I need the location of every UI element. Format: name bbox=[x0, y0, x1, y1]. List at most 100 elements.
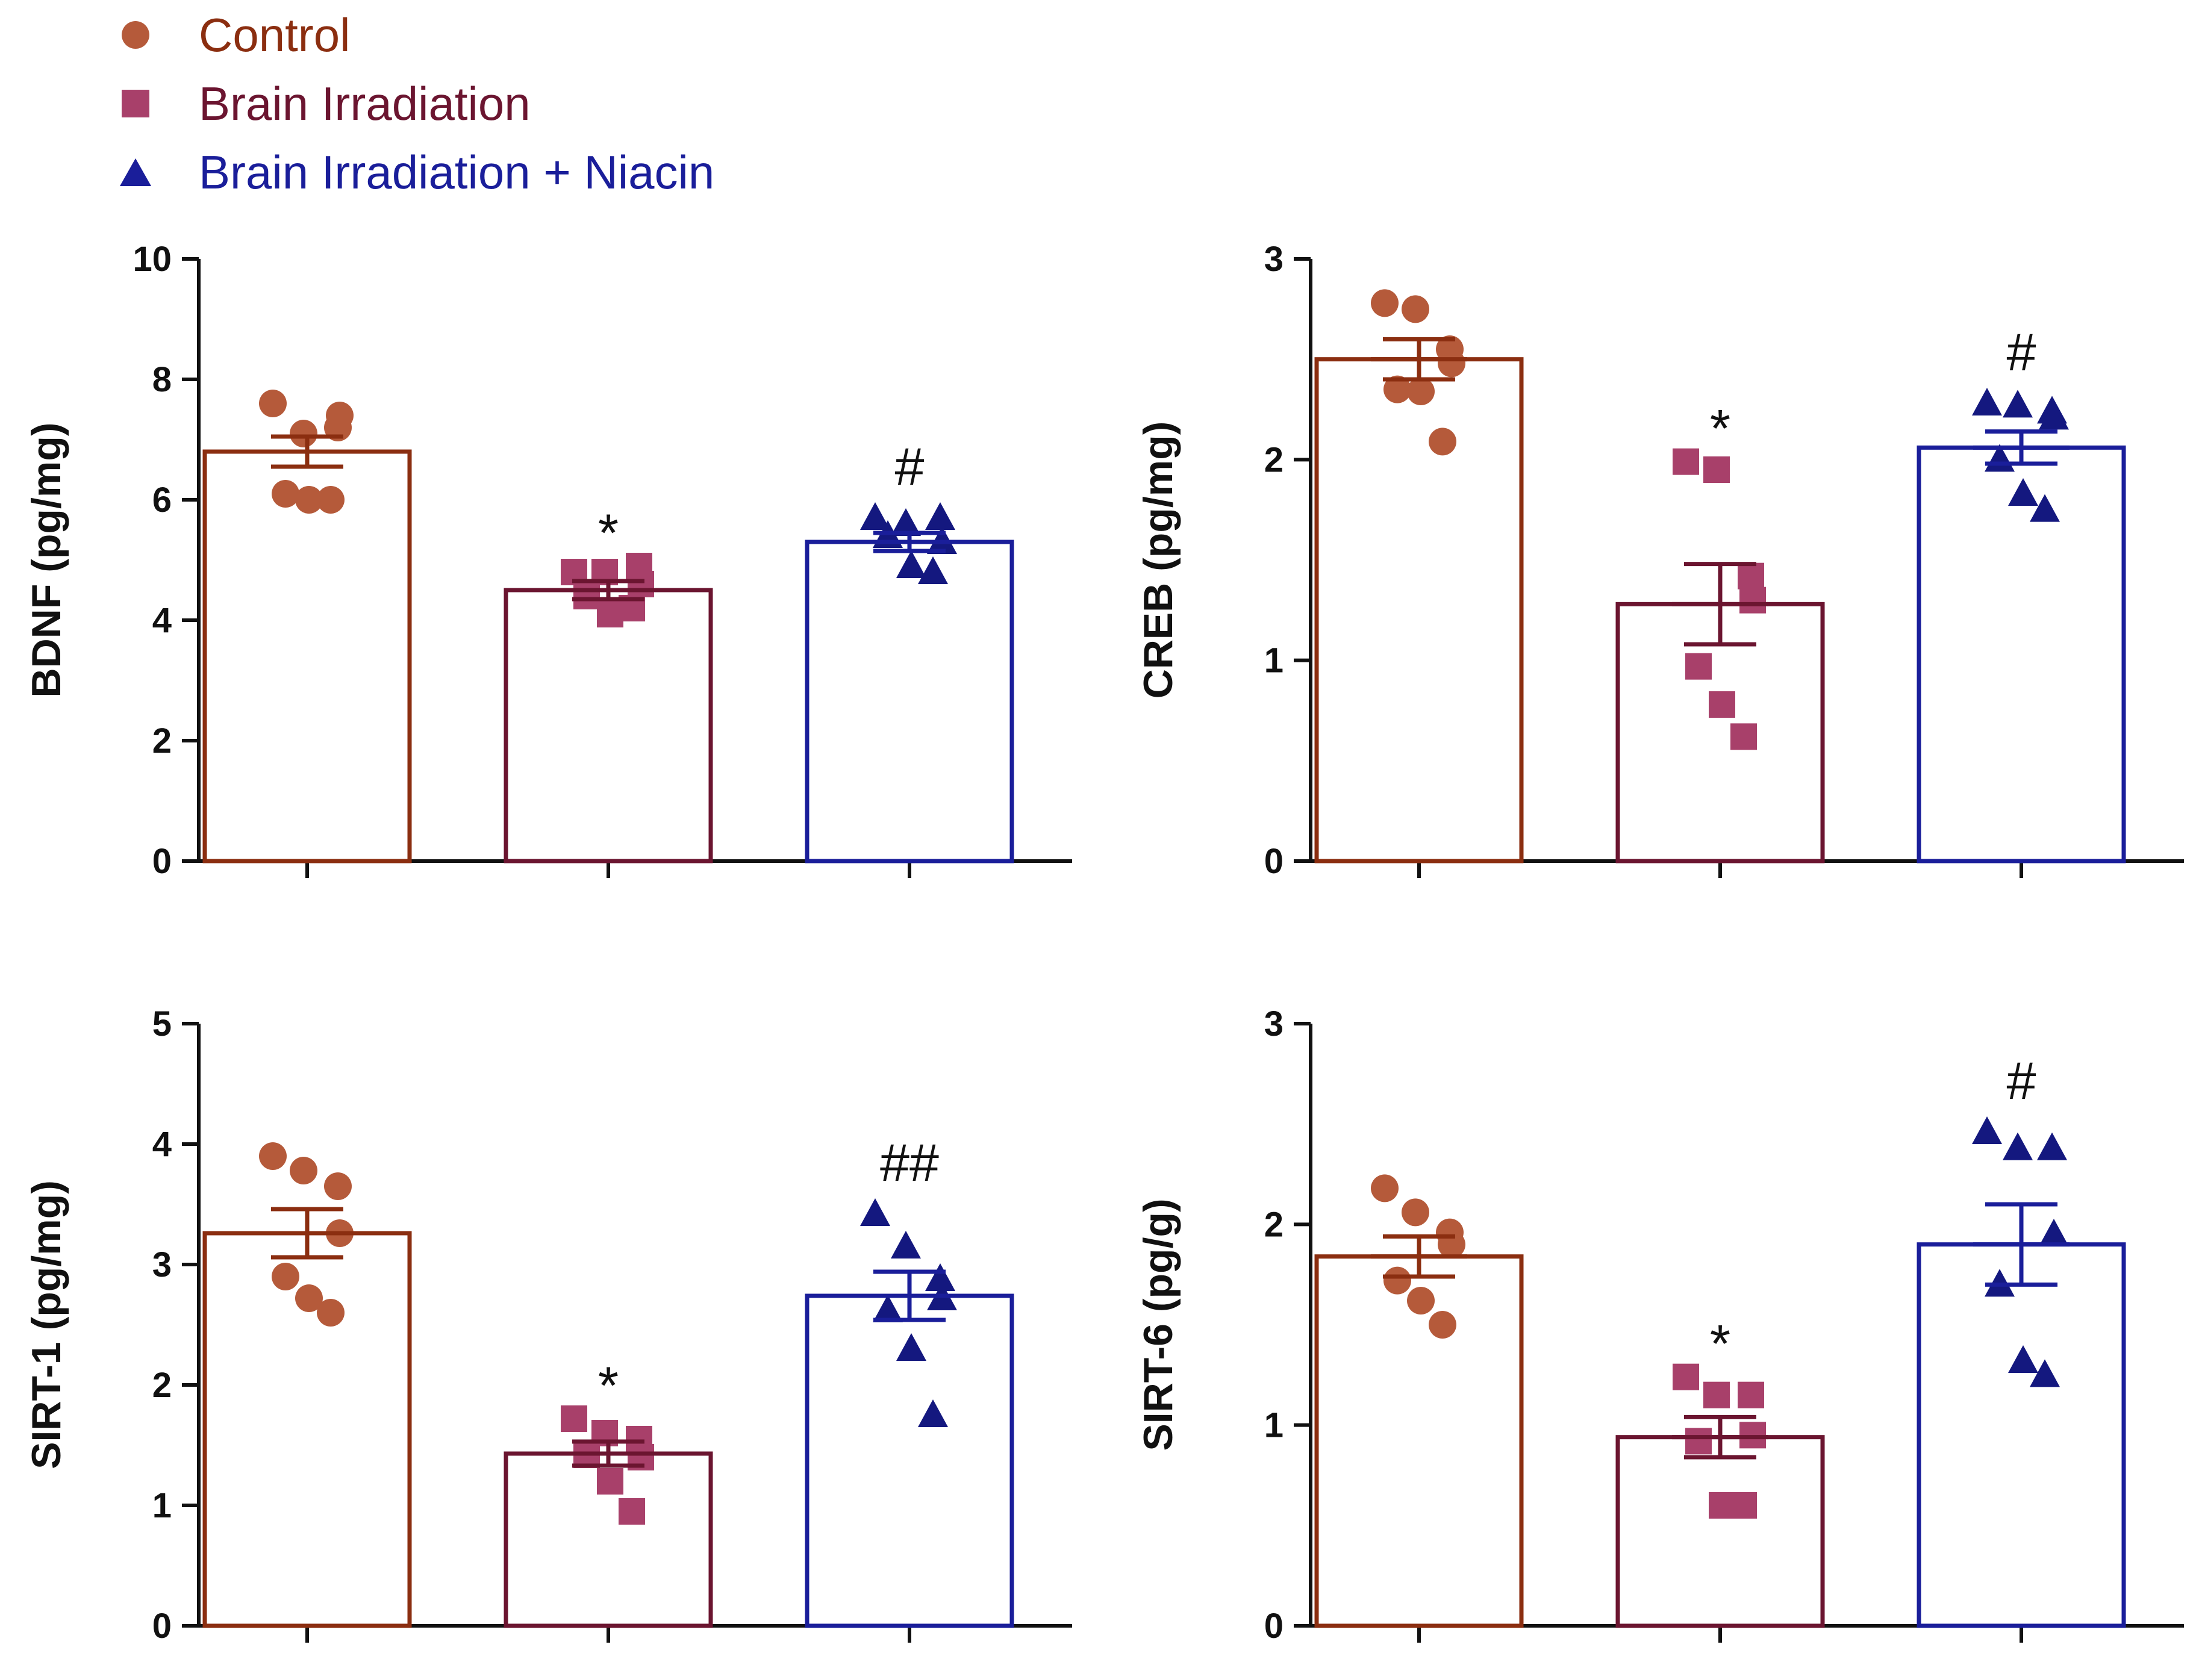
data-point bbox=[891, 1231, 921, 1258]
data-point bbox=[1739, 586, 1766, 614]
y-tick-label: 0 bbox=[152, 842, 172, 881]
chart-bdnf: 0 2 4 6 8 10 BDNF (pg/mg) * # bbox=[23, 240, 1072, 881]
data-point bbox=[873, 1295, 903, 1322]
data-point bbox=[290, 420, 317, 447]
bar bbox=[504, 588, 713, 863]
significance-label: # bbox=[2007, 322, 2036, 382]
data-point bbox=[1673, 448, 1699, 475]
y-tick-label: 2 bbox=[1264, 440, 1284, 479]
bar bbox=[1917, 445, 2126, 863]
y-tick-label: 1 bbox=[152, 1486, 172, 1525]
circle-marker-icon bbox=[114, 14, 157, 56]
legend-item-control: Control bbox=[114, 5, 350, 65]
y-tick-label: 5 bbox=[152, 1004, 172, 1044]
legend-item-brain-irradiation: Brain Irradiation bbox=[114, 73, 531, 134]
y-tick-label: 10 bbox=[133, 240, 172, 279]
data-point bbox=[891, 508, 921, 536]
data-point bbox=[1738, 1381, 1764, 1408]
data-point bbox=[2003, 390, 2033, 418]
data-point bbox=[295, 486, 323, 514]
data-point bbox=[2030, 1359, 2060, 1387]
data-point bbox=[628, 571, 654, 597]
data-point bbox=[290, 1157, 317, 1184]
bar bbox=[1615, 1435, 1825, 1628]
data-point bbox=[1407, 1287, 1435, 1314]
data-point bbox=[860, 1198, 890, 1226]
legend-label-brain-irradiation: Brain Irradiation bbox=[199, 76, 531, 130]
y-tick-label: 3 bbox=[152, 1245, 172, 1284]
significance-label: ## bbox=[880, 1133, 939, 1192]
significance-label: * bbox=[598, 503, 619, 562]
data-point bbox=[860, 502, 890, 530]
square-marker-icon bbox=[114, 82, 157, 125]
data-point bbox=[1703, 1381, 1730, 1408]
y-tick-label: 2 bbox=[152, 721, 172, 761]
data-point bbox=[2030, 494, 2060, 522]
data-point bbox=[1371, 289, 1399, 317]
data-point bbox=[272, 1263, 299, 1290]
y-tick-label: 0 bbox=[1264, 1607, 1284, 1646]
data-point bbox=[326, 402, 354, 429]
data-point bbox=[1383, 375, 1411, 403]
y-tick-label: 6 bbox=[152, 481, 172, 520]
data-point bbox=[896, 1333, 926, 1361]
data-point bbox=[925, 502, 955, 530]
significance-label: * bbox=[598, 1355, 619, 1415]
y-axis-title: SIRT-1 (pg/mg) bbox=[23, 1180, 69, 1469]
data-point bbox=[259, 390, 287, 417]
y-tick-label: 3 bbox=[1264, 240, 1284, 279]
bar bbox=[805, 540, 1014, 863]
data-point bbox=[1402, 295, 1429, 323]
chart-creb: 0 1 2 3 CREB (pg/mg) * # bbox=[1135, 240, 2184, 881]
data-point bbox=[2008, 1345, 2038, 1373]
data-point bbox=[1972, 388, 2002, 415]
data-point bbox=[2039, 1219, 2069, 1246]
chart-panel-creb: 0 1 2 3 CREB (pg/mg) * # bbox=[1112, 229, 2196, 915]
data-point bbox=[573, 583, 600, 609]
bar bbox=[1314, 357, 1524, 863]
data-point bbox=[317, 1299, 345, 1327]
data-point bbox=[918, 1399, 948, 1427]
data-point bbox=[324, 1172, 352, 1200]
data-point bbox=[619, 1498, 645, 1525]
bar bbox=[1917, 1242, 2126, 1628]
y-tick-label: 1 bbox=[1264, 1406, 1284, 1445]
data-point bbox=[597, 1468, 623, 1495]
chart-panel-bdnf: 0 2 4 6 8 10 BDNF (pg/mg) * # bbox=[0, 229, 1084, 915]
data-point bbox=[1730, 1492, 1757, 1519]
y-tick-label: 8 bbox=[152, 360, 172, 399]
data-point bbox=[2003, 1132, 2033, 1160]
data-point bbox=[1438, 349, 1465, 378]
y-tick-label: 4 bbox=[152, 601, 172, 640]
data-point bbox=[2039, 402, 2069, 430]
data-point bbox=[1685, 653, 1712, 680]
triangle-marker-icon bbox=[114, 151, 157, 193]
data-point bbox=[1685, 1428, 1712, 1455]
data-point bbox=[1703, 456, 1730, 483]
chart-panel-sirt1: 0 1 2 3 4 5 SIRT-1 (pg/mg) * ## bbox=[0, 994, 1084, 1680]
data-point bbox=[1709, 691, 1735, 718]
data-point bbox=[2037, 1132, 2067, 1160]
legend-label-control: Control bbox=[199, 8, 351, 61]
data-point bbox=[1673, 1363, 1699, 1390]
data-point bbox=[918, 556, 948, 584]
data-point bbox=[1407, 378, 1435, 405]
chart-sirt1: 0 1 2 3 4 5 SIRT-1 (pg/mg) * ## bbox=[23, 1004, 1072, 1646]
significance-label: # bbox=[2007, 1051, 2036, 1110]
data-point bbox=[1429, 1311, 1456, 1339]
y-axis-title: BDNF (pg/mg) bbox=[23, 422, 69, 697]
data-point bbox=[317, 486, 345, 514]
data-point bbox=[1972, 1116, 2002, 1144]
data-point bbox=[561, 1405, 587, 1432]
chart-panel-sirt6: 0 1 2 3 SIRT-6 (pg/g) * # bbox=[1112, 994, 2196, 1680]
data-point bbox=[2008, 478, 2038, 506]
y-tick-label: 3 bbox=[1264, 1004, 1284, 1044]
data-point bbox=[272, 480, 299, 508]
data-point bbox=[1730, 723, 1757, 750]
y-tick-label: 0 bbox=[152, 1607, 172, 1646]
y-tick-label: 0 bbox=[1264, 842, 1284, 881]
data-point bbox=[1738, 562, 1764, 590]
data-point bbox=[925, 1263, 955, 1291]
significance-label: # bbox=[895, 437, 925, 496]
data-point bbox=[1402, 1198, 1429, 1227]
